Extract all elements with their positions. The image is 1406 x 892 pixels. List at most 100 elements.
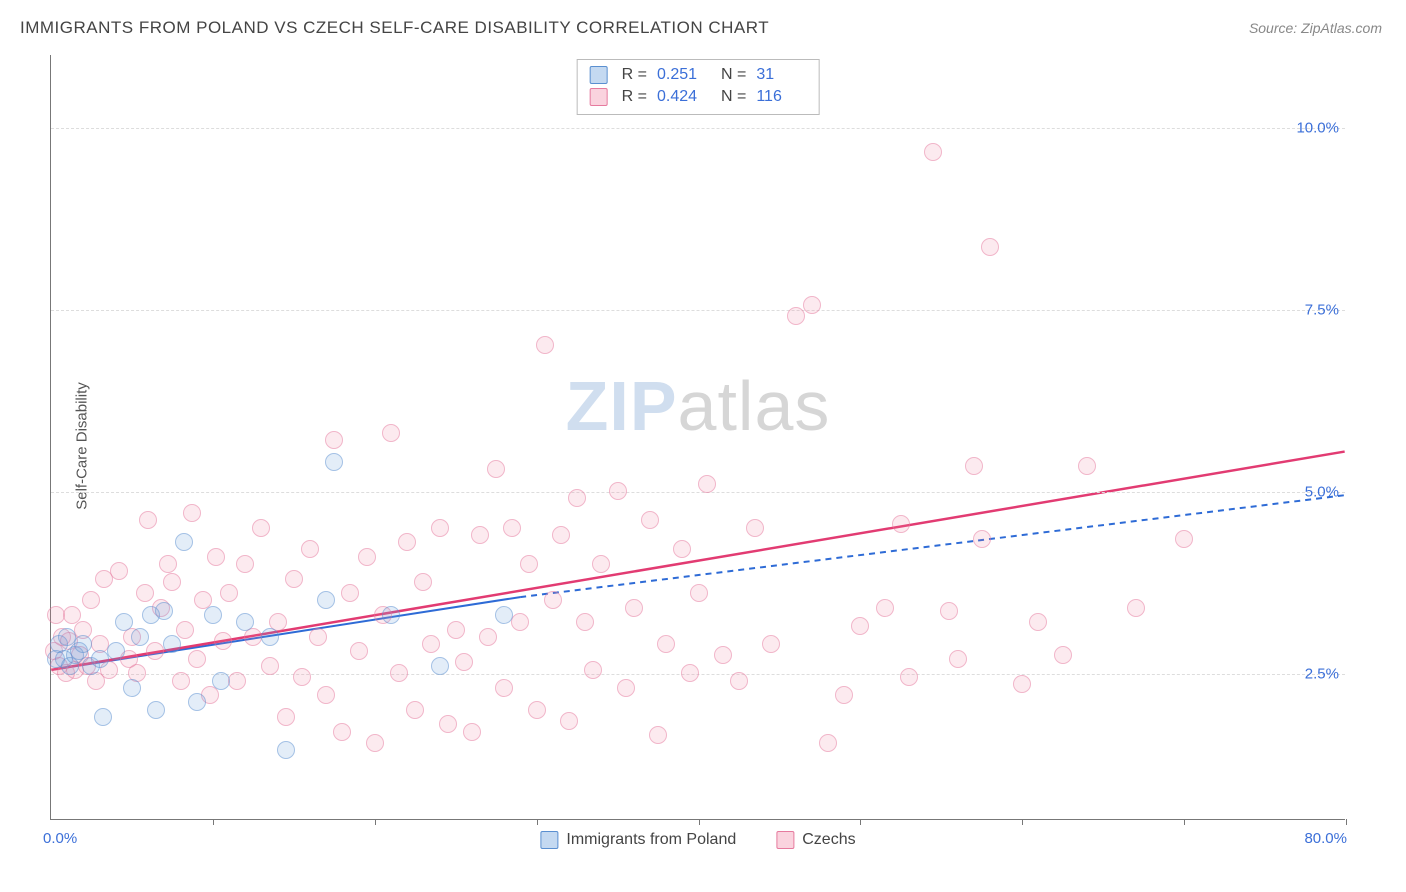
scatter-point-b — [924, 143, 942, 161]
scatter-point-b — [552, 526, 570, 544]
scatter-point-b — [455, 653, 473, 671]
scatter-point-b — [447, 621, 465, 639]
regression-line — [520, 495, 1344, 597]
scatter-point-b — [261, 657, 279, 675]
stats-n-value-a: 31 — [756, 64, 806, 86]
scatter-point-b — [730, 672, 748, 690]
swatch-series-a — [540, 831, 558, 849]
stats-row-series-b: R = 0.424 N = 116 — [590, 86, 807, 108]
scatter-point-a — [123, 679, 141, 697]
scatter-point-a — [115, 613, 133, 631]
scatter-point-a — [495, 606, 513, 624]
scatter-point-b — [819, 734, 837, 752]
scatter-point-a — [212, 672, 230, 690]
scatter-point-b — [641, 511, 659, 529]
swatch-series-b — [776, 831, 794, 849]
plot-area: ZIPatlas R = 0.251 N = 31 R = 0.424 N = … — [50, 55, 1345, 820]
scatter-point-b — [146, 642, 164, 660]
scatter-point-b — [495, 679, 513, 697]
scatter-point-b — [609, 482, 627, 500]
scatter-point-a — [94, 708, 112, 726]
scatter-point-b — [439, 715, 457, 733]
scatter-point-b — [714, 646, 732, 664]
x-tick — [213, 819, 214, 825]
scatter-point-b — [949, 650, 967, 668]
scatter-point-b — [341, 584, 359, 602]
scatter-point-a — [163, 635, 181, 653]
x-tick — [375, 819, 376, 825]
scatter-point-a — [204, 606, 222, 624]
scatter-point-b — [471, 526, 489, 544]
scatter-point-b — [568, 489, 586, 507]
scatter-point-a — [74, 635, 92, 653]
y-tick-label: 10.0% — [1296, 119, 1339, 136]
scatter-point-a — [325, 453, 343, 471]
scatter-point-b — [649, 726, 667, 744]
scatter-point-b — [965, 457, 983, 475]
scatter-point-b — [503, 519, 521, 537]
scatter-point-b — [617, 679, 635, 697]
scatter-point-b — [110, 562, 128, 580]
scatter-point-b — [366, 734, 384, 752]
scatter-point-b — [576, 613, 594, 631]
scatter-point-b — [690, 584, 708, 602]
x-tick — [699, 819, 700, 825]
scatter-point-b — [422, 635, 440, 653]
scatter-point-b — [657, 635, 675, 653]
scatter-point-a — [175, 533, 193, 551]
scatter-point-b — [487, 460, 505, 478]
stats-n-value-b: 116 — [756, 86, 806, 108]
y-tick-label: 2.5% — [1305, 666, 1339, 683]
scatter-point-b — [220, 584, 238, 602]
legend-label-b: Czechs — [802, 831, 855, 849]
x-tick — [1022, 819, 1023, 825]
scatter-point-b — [358, 548, 376, 566]
scatter-point-b — [973, 530, 991, 548]
scatter-point-a — [382, 606, 400, 624]
scatter-point-b — [390, 664, 408, 682]
scatter-point-b — [172, 672, 190, 690]
stats-row-series-a: R = 0.251 N = 31 — [590, 64, 807, 86]
scatter-point-b — [803, 296, 821, 314]
scatter-point-b — [317, 686, 335, 704]
scatter-point-a — [147, 701, 165, 719]
scatter-point-a — [155, 602, 173, 620]
scatter-point-a — [431, 657, 449, 675]
scatter-point-a — [261, 628, 279, 646]
scatter-point-b — [528, 701, 546, 719]
scatter-point-b — [406, 701, 424, 719]
scatter-point-a — [107, 642, 125, 660]
chart-title: IMMIGRANTS FROM POLAND VS CZECH SELF-CAR… — [20, 18, 769, 38]
y-tick-label: 7.5% — [1305, 302, 1339, 319]
scatter-point-b — [188, 650, 206, 668]
stats-n-label: N = — [721, 64, 746, 86]
scatter-point-b — [1078, 457, 1096, 475]
y-gridline — [51, 310, 1345, 311]
scatter-point-b — [139, 511, 157, 529]
x-axis-max-label: 80.0% — [1304, 830, 1347, 847]
scatter-point-b — [584, 661, 602, 679]
scatter-point-b — [851, 617, 869, 635]
scatter-point-b — [673, 540, 691, 558]
scatter-point-b — [544, 591, 562, 609]
scatter-point-b — [176, 621, 194, 639]
stats-n-label: N = — [721, 86, 746, 108]
scatter-point-b — [207, 548, 225, 566]
stats-r-value-b: 0.424 — [657, 86, 707, 108]
scatter-point-b — [1175, 530, 1193, 548]
scatter-point-b — [892, 515, 910, 533]
scatter-point-a — [277, 741, 295, 759]
regression-lines-layer — [51, 55, 1345, 819]
y-gridline — [51, 128, 1345, 129]
scatter-point-b — [228, 672, 246, 690]
y-gridline — [51, 492, 1345, 493]
scatter-point-a — [317, 591, 335, 609]
stats-legend-box: R = 0.251 N = 31 R = 0.424 N = 116 — [577, 59, 820, 115]
source-attribution: Source: ZipAtlas.com — [1249, 20, 1382, 36]
x-tick — [537, 819, 538, 825]
bottom-legend: Immigrants from Poland Czechs — [540, 831, 855, 849]
scatter-point-b — [183, 504, 201, 522]
scatter-point-b — [309, 628, 327, 646]
x-axis-min-label: 0.0% — [43, 830, 77, 847]
scatter-point-b — [350, 642, 368, 660]
